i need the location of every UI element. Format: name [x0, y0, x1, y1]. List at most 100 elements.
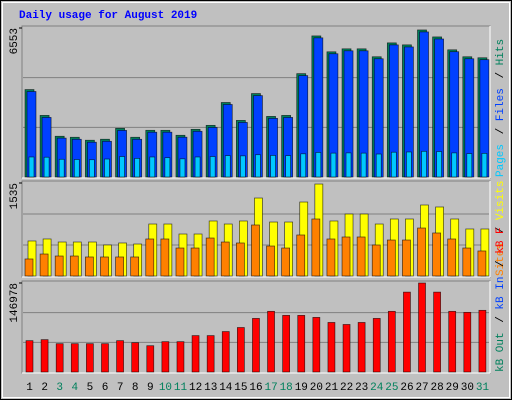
- bar: [115, 256, 124, 277]
- bar: [209, 156, 216, 178]
- bar: [43, 156, 50, 178]
- x-tick-label: 31: [476, 382, 490, 394]
- bar: [327, 322, 336, 373]
- bar: [145, 238, 155, 277]
- bar: [255, 154, 261, 178]
- bar: [252, 318, 260, 373]
- x-tick-label: 16: [249, 382, 262, 394]
- x-tick-label: 23: [355, 382, 368, 394]
- x-tick-label: 21: [325, 382, 339, 394]
- bar: [341, 236, 351, 277]
- bar: [205, 237, 215, 277]
- bar: [190, 247, 200, 277]
- bar: [175, 247, 185, 277]
- bar: [326, 238, 336, 277]
- bar: [221, 331, 230, 373]
- bar: [179, 158, 186, 178]
- x-tick-label: 10: [159, 382, 172, 394]
- bar: [312, 317, 321, 373]
- bar: [390, 151, 397, 178]
- bar: [466, 153, 473, 178]
- bar: [436, 151, 442, 178]
- legend-separator: /: [495, 121, 507, 141]
- x-tick-label: 17: [264, 382, 277, 394]
- bar: [194, 156, 201, 178]
- bar: [451, 152, 458, 178]
- bar: [220, 241, 230, 277]
- bar: [342, 324, 351, 373]
- bar: [191, 335, 200, 373]
- x-tick-label: 3: [56, 382, 63, 394]
- bar: [421, 150, 427, 178]
- legend-entry: kB In: [495, 277, 507, 310]
- legend-entry: kB Out: [495, 332, 507, 372]
- bar: [432, 232, 441, 277]
- x-tick-label: 9: [147, 382, 154, 394]
- bar: [176, 341, 185, 373]
- x-tick-label: 24: [370, 382, 384, 394]
- x-tick-label: 7: [117, 382, 124, 394]
- bar: [406, 151, 412, 178]
- bar: [375, 153, 382, 178]
- x-tick-label: 1: [26, 382, 33, 394]
- bar: [206, 335, 215, 373]
- x-tick-label: 25: [385, 382, 398, 394]
- bar: [371, 244, 381, 277]
- bar: [160, 238, 170, 277]
- bar: [54, 255, 64, 277]
- legend: kB Out / kB In / kB F: [495, 227, 507, 372]
- bar: [73, 159, 80, 178]
- x-tick-label: 26: [400, 382, 413, 394]
- bar: [300, 153, 307, 178]
- bar: [266, 245, 275, 277]
- chart-title: Daily usage for August 2019: [19, 10, 197, 22]
- bar: [104, 158, 110, 178]
- x-tick-label: 28: [431, 382, 444, 394]
- bar: [86, 343, 94, 373]
- legend-entry: Files: [495, 88, 507, 121]
- bar: [311, 218, 321, 277]
- bar: [478, 309, 487, 373]
- bar: [100, 256, 109, 277]
- x-tick-label: 8: [132, 382, 139, 394]
- bar: [285, 155, 291, 178]
- bar: [296, 234, 306, 277]
- bar: [481, 153, 488, 178]
- x-tick-label: 29: [446, 382, 459, 394]
- x-tick-label: 18: [280, 382, 293, 394]
- bar: [477, 250, 487, 277]
- bar: [131, 342, 140, 373]
- bar: [463, 311, 472, 373]
- bar: [330, 152, 337, 178]
- x-tick-label: 11: [174, 382, 188, 394]
- bar: [134, 158, 141, 178]
- bar: [345, 152, 352, 178]
- bar: [433, 291, 441, 373]
- bar: [58, 158, 65, 178]
- bar: [28, 156, 35, 178]
- bar: [55, 343, 64, 373]
- bar: [240, 155, 246, 178]
- bar: [447, 238, 457, 277]
- bar: [146, 345, 155, 373]
- bar: [281, 247, 290, 277]
- bar: [25, 340, 34, 373]
- bar: [237, 327, 245, 373]
- legend: Pages / Files / Hits: [495, 39, 507, 177]
- bar: [356, 236, 366, 277]
- bar: [85, 256, 94, 277]
- bar: [251, 224, 260, 277]
- legend-separator: /: [495, 65, 507, 85]
- bar: [130, 256, 140, 277]
- x-tick-label: 20: [310, 382, 323, 394]
- legend-entry: Sites: [495, 243, 507, 276]
- x-tick-label: 4: [72, 382, 79, 394]
- legend-entry: Hits: [495, 39, 507, 65]
- x-tick-label: 14: [219, 382, 233, 394]
- bar: [282, 315, 290, 373]
- bar: [267, 310, 275, 373]
- bar: [297, 315, 306, 373]
- bar: [69, 255, 79, 277]
- bar: [418, 282, 426, 373]
